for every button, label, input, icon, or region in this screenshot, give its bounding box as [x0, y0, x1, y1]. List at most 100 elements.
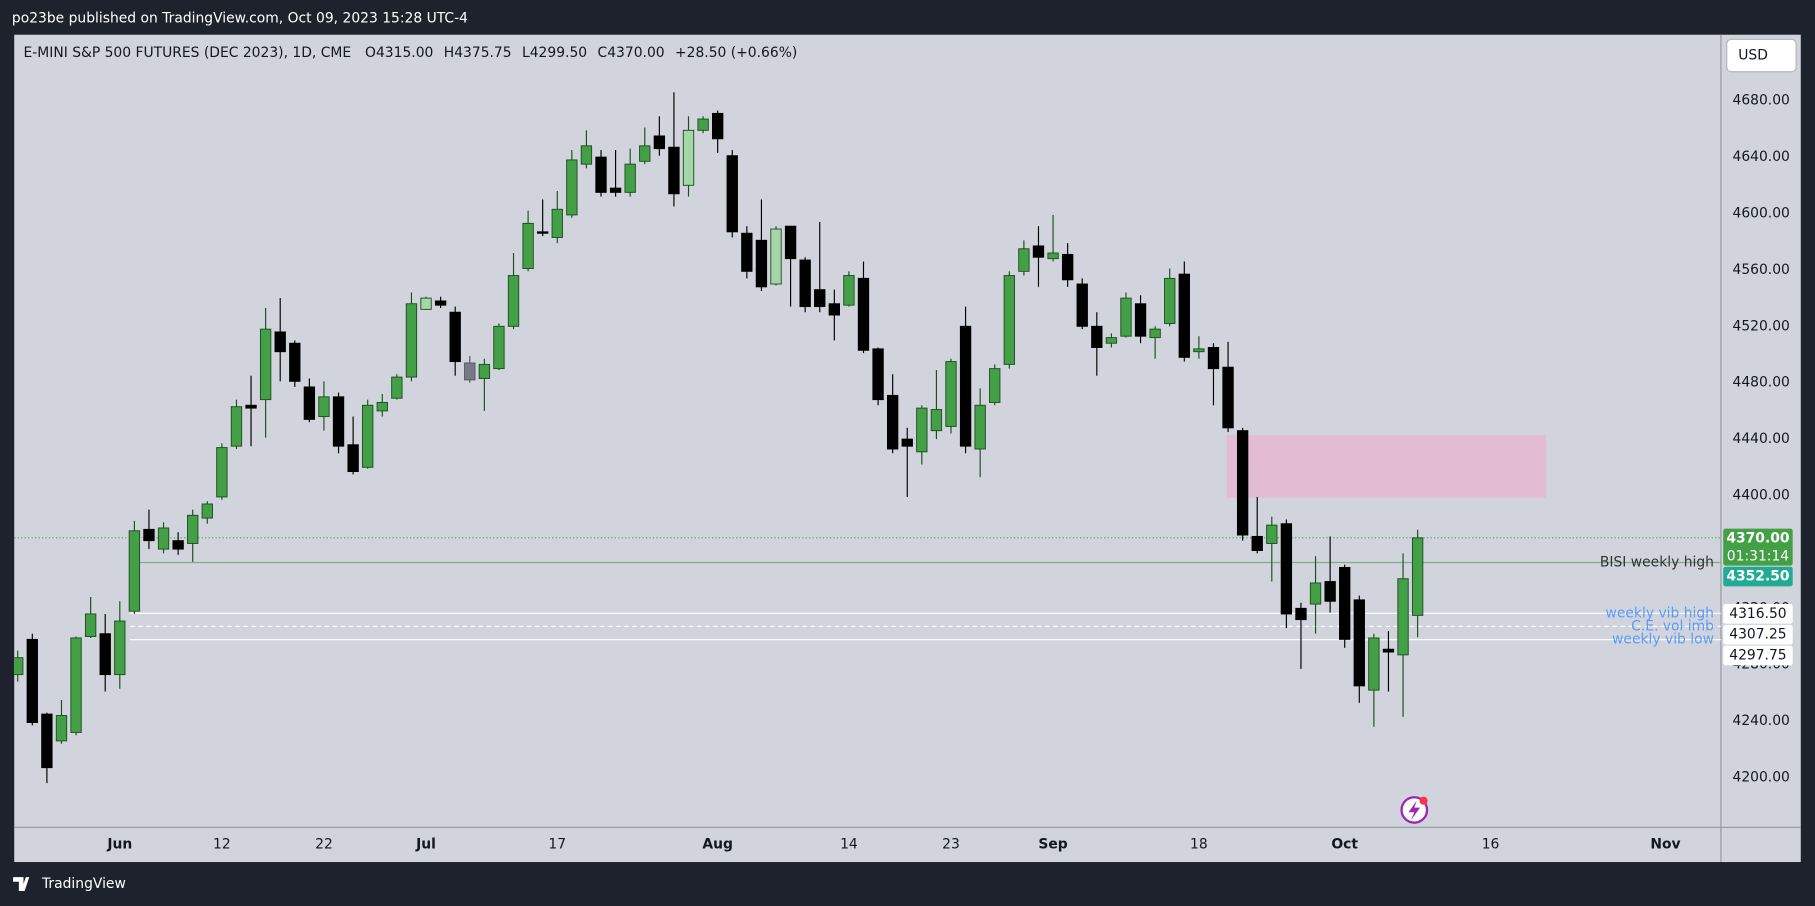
candle-body [289, 342, 301, 382]
legend-open: O4315.00 [365, 45, 433, 61]
candle-body [1032, 245, 1045, 258]
candle-body [187, 514, 199, 544]
candle-body [1164, 277, 1176, 324]
y-tick-label: 4600.00 [1733, 206, 1790, 222]
y-tick-label: 4560.00 [1733, 262, 1790, 278]
candle-body [624, 163, 636, 193]
candle-body [172, 540, 184, 550]
x-tick-label: 17 [548, 837, 566, 853]
candle-body [507, 275, 520, 327]
candle-body [901, 438, 913, 447]
candle-body [1061, 253, 1074, 281]
candle-body [1236, 430, 1249, 536]
header: po23be published on TradingView.com, Oct… [12, 11, 468, 27]
candle-body [128, 530, 141, 612]
candle-body [347, 444, 359, 473]
candle-body [434, 300, 447, 306]
candle-body [741, 232, 753, 272]
legend-change: +28.50 (+0.66%) [675, 45, 797, 61]
candle-body [1003, 275, 1015, 365]
price-label: 4352.50 [1726, 569, 1789, 585]
price-label: 4316.50 [1729, 606, 1786, 622]
legend-symbol: E-MINI S&P 500 FUTURES (DEC 2023), 1D, C… [23, 45, 351, 61]
candle-body [157, 527, 170, 550]
x-tick-label: 14 [840, 837, 858, 853]
legend: E-MINI S&P 500 FUTURES (DEC 2023), 1D, C… [23, 45, 797, 61]
price-label-box [1723, 645, 1793, 666]
candle-body [1266, 524, 1278, 544]
candle-body [14, 657, 24, 676]
candle-body [770, 228, 782, 285]
candle-body [1047, 252, 1059, 260]
candle-body [1193, 348, 1205, 353]
y-tick-label: 4200.00 [1733, 770, 1790, 786]
candle-body [1411, 537, 1424, 616]
level-label: C.E. vol imb [1631, 618, 1714, 634]
candle-body [493, 325, 505, 370]
candle-body [609, 187, 622, 193]
alert-icon [1400, 796, 1429, 824]
candle-body [537, 231, 549, 234]
candle-body [1382, 648, 1395, 653]
candle-body [784, 225, 797, 260]
y-tick-label: 4480.00 [1733, 375, 1790, 391]
candle-body [1324, 581, 1336, 602]
candle-body [318, 396, 330, 418]
candle-body [26, 638, 38, 724]
candle-body [522, 222, 534, 269]
x-tick-label: 18 [1190, 837, 1208, 853]
candle-body [478, 363, 491, 379]
y-tick-label: 4400.00 [1733, 488, 1790, 504]
currency-button[interactable] [1726, 38, 1797, 73]
price-label-box [1723, 624, 1793, 645]
legend-high: H4375.75 [444, 45, 512, 61]
candle-body [1251, 535, 1263, 551]
y-tick-label: 4440.00 [1733, 431, 1790, 447]
price-label-box [1723, 566, 1793, 587]
candle-body [930, 409, 943, 432]
candle-body [580, 145, 593, 165]
x-tick-label: Sep [1038, 837, 1067, 853]
candle-body [886, 394, 899, 450]
candle-body [464, 362, 476, 381]
candle-body [668, 146, 680, 195]
candle-body [1222, 366, 1234, 429]
candle-body [332, 396, 345, 447]
legend-low: L4299.50 [522, 45, 587, 61]
candle-body [303, 386, 316, 420]
candle-body [449, 311, 461, 363]
candle-body [1368, 637, 1380, 691]
x-tick-label: 22 [315, 837, 333, 853]
y-tick-label: 4240.00 [1733, 713, 1790, 729]
logo [13, 877, 30, 891]
x-tick-label: Jun [106, 837, 132, 853]
y-tick-label: 4520.00 [1733, 318, 1790, 334]
candle-body [70, 637, 82, 733]
candle-body [274, 331, 286, 353]
candle-body [1295, 607, 1307, 621]
candle-body [143, 528, 155, 542]
candle-body [814, 289, 826, 308]
price-label-box [1723, 528, 1793, 566]
candle-body [1105, 337, 1118, 344]
footer-logo: TradingView [41, 876, 126, 892]
candle-body [974, 404, 986, 450]
x-tick-label: Nov [1650, 837, 1680, 853]
y-tick-label: 4640.00 [1733, 149, 1790, 165]
level-label: weekly vib high [1606, 605, 1714, 621]
candle-body [726, 155, 738, 233]
price-label: 4370.00 [1726, 530, 1789, 546]
currency[interactable]: USD [1738, 48, 1768, 64]
x-tick-label: 16 [1482, 837, 1500, 853]
candle-body [230, 406, 243, 447]
x-tick-label: Aug [702, 837, 733, 853]
candle-body [376, 401, 388, 412]
candle-body [99, 633, 111, 676]
candle-body [391, 376, 403, 399]
candle-body [405, 303, 418, 378]
candle-body [712, 112, 724, 140]
